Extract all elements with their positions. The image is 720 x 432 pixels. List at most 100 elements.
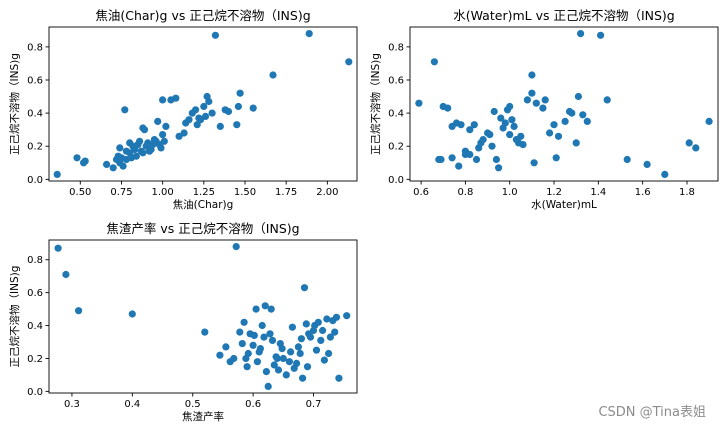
y-axis-label-3: 正己烷不溶物（INS)g [8, 266, 21, 368]
data-point-2-29 [501, 119, 509, 127]
data-point-2-26 [495, 164, 503, 172]
data-point-1-2 [73, 154, 81, 162]
data-point-1-57 [208, 109, 216, 117]
x-tick-label-1-4: 1.25 [193, 187, 215, 198]
data-point-1-63 [234, 102, 242, 111]
data-point-2-60 [623, 155, 631, 164]
data-point-3-26 [261, 302, 269, 310]
data-point-2-22 [486, 131, 494, 139]
data-point-3-51 [303, 363, 312, 371]
data-point-2-54 [574, 92, 583, 101]
data-point-3-10 [232, 243, 240, 251]
data-point-3-23 [256, 345, 264, 353]
x-tick-label-2-3: 1.0 [502, 187, 518, 198]
data-point-2-16 [470, 121, 478, 129]
plot-frame-2 [409, 26, 719, 182]
data-point-3-49 [300, 284, 309, 292]
data-point-2-20 [479, 136, 487, 144]
y-tick-label-1-4: 0.6 [27, 75, 43, 86]
data-point-2-56 [579, 111, 587, 119]
x-axis-label-1: 焦油(Char)g [173, 198, 234, 211]
data-point-1-38 [159, 96, 167, 104]
y-tick-label-2-3: 0.4 [388, 109, 404, 120]
data-point-1-49 [192, 106, 200, 114]
data-point-3-18 [249, 341, 257, 349]
data-point-3-13 [240, 318, 248, 326]
data-point-2-47 [550, 121, 558, 129]
data-point-2-17 [472, 155, 481, 164]
data-point-3-38 [279, 354, 287, 363]
data-point-3-45 [294, 343, 302, 351]
data-point-2-2 [430, 58, 438, 66]
data-point-3-57 [314, 318, 322, 326]
data-point-1-66 [269, 71, 277, 79]
x-tick-label-2-2: 0.8 [457, 187, 473, 198]
y-tick-label-3-5: 0.8 [27, 255, 43, 266]
data-point-3-32 [270, 361, 278, 369]
data-point-2-33 [508, 116, 516, 124]
data-point-2-55 [577, 29, 585, 38]
chart-title-2: 水(Water)mL vs 正己烷不溶物（INS)g [453, 8, 675, 23]
data-point-2-46 [546, 129, 554, 137]
watermark: CSDN @Tina表姐 [598, 405, 706, 420]
data-point-2-23 [488, 142, 496, 150]
x-tick-label-1-1: 0.50 [69, 187, 91, 198]
data-point-2-50 [561, 117, 569, 125]
y-tick-label-2-2: 0.2 [388, 142, 404, 153]
y-axis-label-1: 正己烷不溶物（INS)g [8, 53, 21, 155]
data-point-2-58 [597, 31, 605, 39]
y-tick-label-2-4: 0.6 [388, 75, 404, 86]
data-point-3-47 [297, 335, 305, 343]
data-point-2-48 [552, 154, 560, 162]
data-point-3-66 [332, 313, 341, 321]
data-point-2-39 [523, 96, 532, 104]
data-point-1-21 [132, 152, 140, 160]
data-point-3-12 [238, 340, 246, 348]
data-point-2-27 [497, 114, 505, 122]
data-point-3-28 [264, 382, 272, 390]
data-point-2-1 [415, 99, 423, 107]
y-axis-label-2: 正己烷不溶物（INS)g [369, 53, 382, 155]
data-point-3-37 [278, 345, 286, 353]
x-tick-label-2-5: 1.4 [590, 187, 606, 198]
data-point-3-40 [285, 358, 293, 366]
data-point-3-25 [260, 333, 268, 341]
data-point-1-65 [249, 104, 257, 112]
data-point-2-65 [705, 117, 713, 125]
y-tick-label-1-2: 0.2 [27, 142, 43, 153]
data-point-1-67 [305, 29, 313, 38]
x-axis-label-2: 水(Water)mL [531, 199, 597, 211]
data-point-2-53 [572, 139, 580, 147]
x-tick-label-3-1: 0.3 [64, 399, 80, 410]
data-point-2-45 [541, 96, 549, 104]
data-point-3-68 [343, 312, 351, 320]
x-axis-label-3: 焦渣产率 [182, 410, 224, 423]
data-point-2-11 [457, 121, 465, 129]
x-tick-label-3-2: 0.4 [124, 399, 140, 410]
data-point-2-40 [528, 71, 536, 79]
data-point-2-37 [517, 132, 525, 140]
x-tick-label-1-7: 2.00 [316, 187, 338, 198]
data-point-3-27 [262, 368, 270, 376]
chart-title-3: 焦渣产率 vs 正己烷不溶物（INS)g [106, 221, 299, 236]
data-point-1-43 [172, 94, 180, 102]
data-point-3-39 [282, 371, 290, 379]
data-point-2-42 [530, 159, 538, 167]
y-tick-label-3-2: 0.2 [27, 354, 43, 365]
data-point-3-48 [299, 374, 307, 382]
data-point-1-37 [157, 144, 165, 152]
data-point-2-64 [692, 144, 700, 152]
data-point-2-14 [466, 126, 474, 134]
data-point-1-47 [185, 116, 193, 124]
data-point-1-61 [224, 107, 233, 116]
data-point-3-5 [201, 328, 209, 336]
plot-frame-1 [48, 26, 358, 182]
y-tick-label-3-3: 0.4 [27, 321, 43, 332]
x-tick-label-1-6: 1.75 [275, 187, 297, 198]
data-point-1-56 [205, 97, 213, 106]
data-point-1-58 [211, 31, 219, 39]
data-point-3-56 [312, 346, 321, 354]
data-point-2-4 [437, 155, 445, 164]
data-point-3-42 [288, 323, 296, 331]
data-point-3-20 [252, 305, 260, 313]
